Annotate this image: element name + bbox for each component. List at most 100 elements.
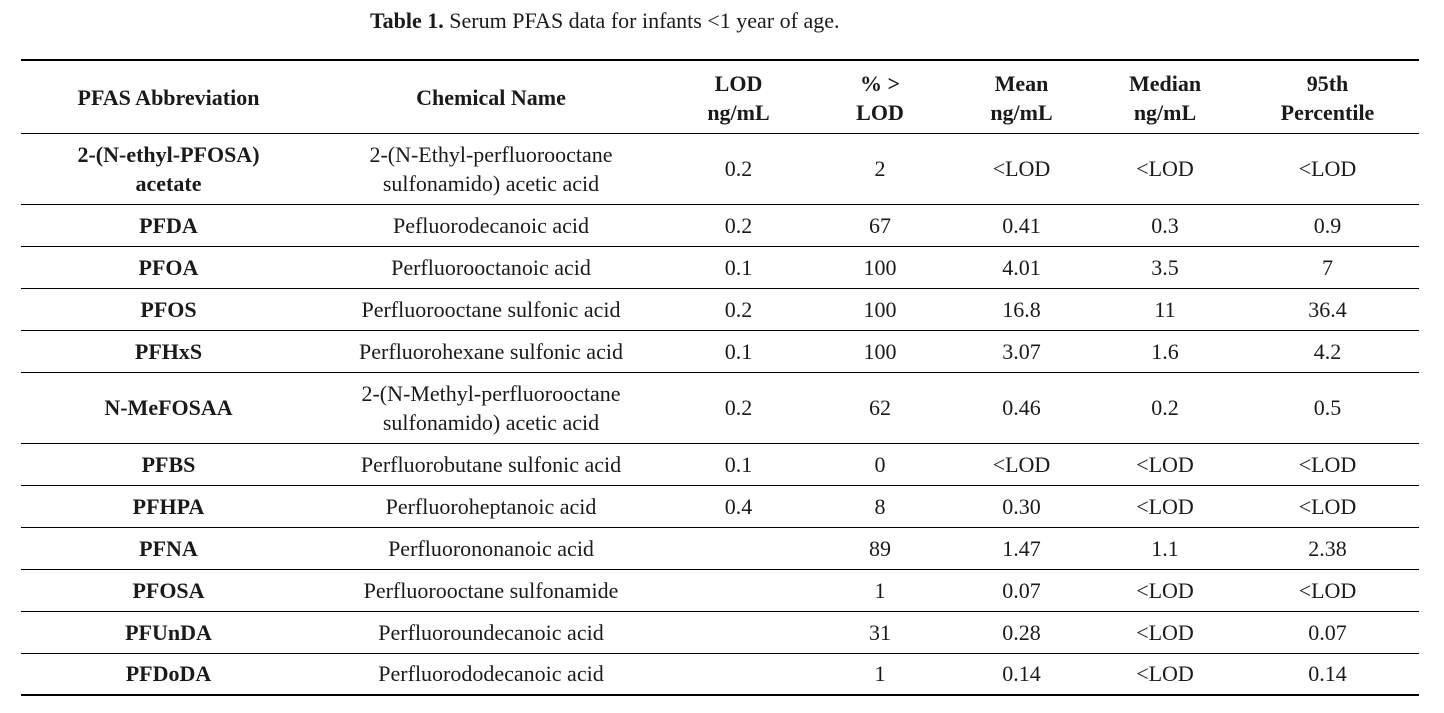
cell-percent-above-lod: 1 xyxy=(874,661,886,687)
pfas-data-table: PFAS Abbreviation Chemical Name LOD ng/m… xyxy=(21,59,1419,696)
cell-lod: 0.4 xyxy=(724,493,753,519)
cell-chemical-name: Perfluoroundecanoic acid xyxy=(378,619,604,645)
cell-lod xyxy=(666,527,811,569)
cell-abbreviation: N-MeFOSAA xyxy=(104,395,233,420)
cell-percent-above-lod: 0 xyxy=(874,451,886,477)
cell-abbreviation: PFOA xyxy=(138,254,199,280)
cell-percentile-95: 4.2 xyxy=(1313,338,1342,364)
cell-percent-above-lod: 89 xyxy=(869,535,891,561)
cell-abbreviation: PFOSA xyxy=(132,577,205,603)
cell-mean: <LOD xyxy=(992,451,1051,477)
cell-lod: 0.2 xyxy=(724,296,753,322)
cell-percentile-95: 0.5 xyxy=(1313,395,1342,420)
table-row: N-MeFOSAA 2-(N-Methyl-perfluorooctane sul… xyxy=(21,372,1419,443)
cell-chemical-name: Perfluorobutane sulfonic acid xyxy=(360,451,622,477)
table-row: PFHxS Perfluorohexane sulfonic acid 0.1 100… xyxy=(21,330,1419,372)
table-row: PFOS Perfluorooctane sulfonic acid 0.2 100 1… xyxy=(21,288,1419,330)
table-header: PFAS Abbreviation Chemical Name LOD ng/m… xyxy=(21,60,1419,133)
cell-percentile-95: 2.38 xyxy=(1308,535,1347,561)
cell-abbreviation: PFHxS xyxy=(134,338,203,364)
cell-percent-above-lod: 67 xyxy=(869,212,891,238)
cell-mean: 1.47 xyxy=(1002,535,1041,561)
cell-mean: 0.28 xyxy=(1002,619,1041,645)
caption-text: Serum PFAS data for infants <1 year of a… xyxy=(443,8,840,33)
cell-percent-above-lod: 2 xyxy=(874,156,886,181)
cell-percentile-95: 36.4 xyxy=(1308,296,1347,322)
cell-chemical-name: 2-(N-Ethyl-perfluorooctane sulfonamido) … xyxy=(369,141,613,196)
cell-chemical-name: Perfluorooctane sulfonic acid xyxy=(361,296,621,322)
caption-label: Table 1. xyxy=(370,8,444,33)
cell-median: <LOD xyxy=(1136,619,1194,645)
cell-percent-above-lod: 100 xyxy=(863,254,897,280)
cell-median: <LOD xyxy=(1136,451,1194,477)
header-mean: Mean ng/mL xyxy=(990,70,1053,125)
header-median: Median ng/mL xyxy=(1128,70,1202,125)
cell-mean: 0.46 xyxy=(1002,395,1041,420)
cell-abbreviation: 2-(N-ethyl-PFOSA) acetate xyxy=(77,141,260,196)
cell-percentile-95: <LOD xyxy=(1298,451,1357,477)
cell-percentile-95: <LOD xyxy=(1298,493,1357,519)
cell-percent-above-lod: 1 xyxy=(874,577,886,603)
cell-abbreviation: PFOS xyxy=(140,296,197,322)
cell-lod: 0.2 xyxy=(724,395,753,420)
cell-median: <LOD xyxy=(1136,577,1194,603)
table-row: PFHPA Perfluoroheptanoic acid 0.4 8 0.30 <LOD… xyxy=(21,485,1419,527)
cell-abbreviation: PFHPA xyxy=(132,493,205,519)
cell-percent-above-lod: 8 xyxy=(874,493,886,519)
cell-median: 1.6 xyxy=(1151,338,1179,364)
cell-mean: 0.41 xyxy=(1002,212,1041,238)
cell-median: 3.5 xyxy=(1151,254,1179,280)
cell-percentile-95: <LOD xyxy=(1298,577,1357,603)
table-row: PFDA Pefluorodecanoic acid 0.2 67 0.41 0.3 0.9 xyxy=(21,204,1419,246)
cell-chemical-name: Perfluorooctane sulfonamide xyxy=(363,577,619,603)
cell-chemical-name: 2-(N-Methyl-perfluorooctane sulfonamido)… xyxy=(361,380,621,435)
cell-lod xyxy=(666,653,811,695)
header-95th-percentile: 95th Percentile xyxy=(1280,70,1375,125)
cell-mean: 0.14 xyxy=(1002,661,1041,687)
cell-lod: 0.1 xyxy=(724,254,753,280)
cell-lod: 0.1 xyxy=(724,338,753,364)
cell-mean: <LOD xyxy=(992,156,1051,181)
cell-median: 11 xyxy=(1154,296,1176,322)
cell-chemical-name: Perfluorohexane sulfonic acid xyxy=(359,338,623,364)
header-lod: LOD ng/mL xyxy=(707,70,770,125)
header-row: PFAS Abbreviation Chemical Name LOD ng/m… xyxy=(21,60,1419,133)
cell-abbreviation: PFDA xyxy=(139,212,198,238)
table-row: PFUnDA Perfluoroundecanoic acid 31 0.28 <LOD… xyxy=(21,611,1419,653)
cell-chemical-name: Perfluorododecanoic acid xyxy=(378,661,604,687)
cell-percent-above-lod: 31 xyxy=(869,619,891,645)
table-row: PFNA Perfluorononanoic acid 89 1.47 1.1 2.38 xyxy=(21,527,1419,569)
cell-percentile-95: 0.07 xyxy=(1308,619,1347,645)
cell-median: 0.3 xyxy=(1151,212,1179,238)
cell-percentile-95: <LOD xyxy=(1298,156,1357,181)
table-row: PFOA Perfluorooctanoic acid 0.1 100 4.01 3.5 7 xyxy=(21,246,1419,288)
header-percent-above-lod: % > LOD xyxy=(856,70,904,125)
cell-mean: 3.07 xyxy=(1002,338,1041,364)
cell-mean: 4.01 xyxy=(1002,254,1041,280)
cell-abbreviation: PFUnDA xyxy=(125,619,212,645)
cell-abbreviation: PFDoDA xyxy=(125,661,212,687)
table-row: 2-(N-ethyl-PFOSA) acetate 2-(N-Ethyl-perf… xyxy=(21,133,1419,204)
table-row: PFBS Perfluorobutane sulfonic acid 0.1 0 <LO… xyxy=(21,443,1419,485)
cell-mean: 0.30 xyxy=(1002,493,1041,519)
cell-abbreviation: PFNA xyxy=(139,535,198,561)
cell-mean: 0.07 xyxy=(1002,577,1041,603)
cell-lod: 0.2 xyxy=(724,212,753,238)
cell-lod xyxy=(666,611,811,653)
cell-lod: 0.2 xyxy=(724,156,753,181)
cell-mean: 16.8 xyxy=(1002,296,1041,322)
cell-lod: 0.1 xyxy=(724,451,753,477)
cell-percent-above-lod: 100 xyxy=(863,296,897,322)
cell-percentile-95: 0.9 xyxy=(1313,212,1342,238)
cell-chemical-name: Perfluorononanoic acid xyxy=(388,535,594,561)
table-caption: Table 1. Serum PFAS data for infants <1 … xyxy=(370,6,839,36)
cell-percent-above-lod: 62 xyxy=(869,395,891,420)
cell-lod xyxy=(666,569,811,611)
table-body: 2-(N-ethyl-PFOSA) acetate 2-(N-Ethyl-perf… xyxy=(21,133,1419,695)
table-row: PFOSA Perfluorooctane sulfonamide 1 0.07 <LO… xyxy=(21,569,1419,611)
cell-median: <LOD xyxy=(1136,661,1194,687)
header-pfas-abbreviation: PFAS Abbreviation xyxy=(77,85,260,111)
cell-median: 0.2 xyxy=(1151,395,1179,420)
cell-percentile-95: 7 xyxy=(1322,254,1333,280)
cell-percent-above-lod: 100 xyxy=(863,338,897,364)
